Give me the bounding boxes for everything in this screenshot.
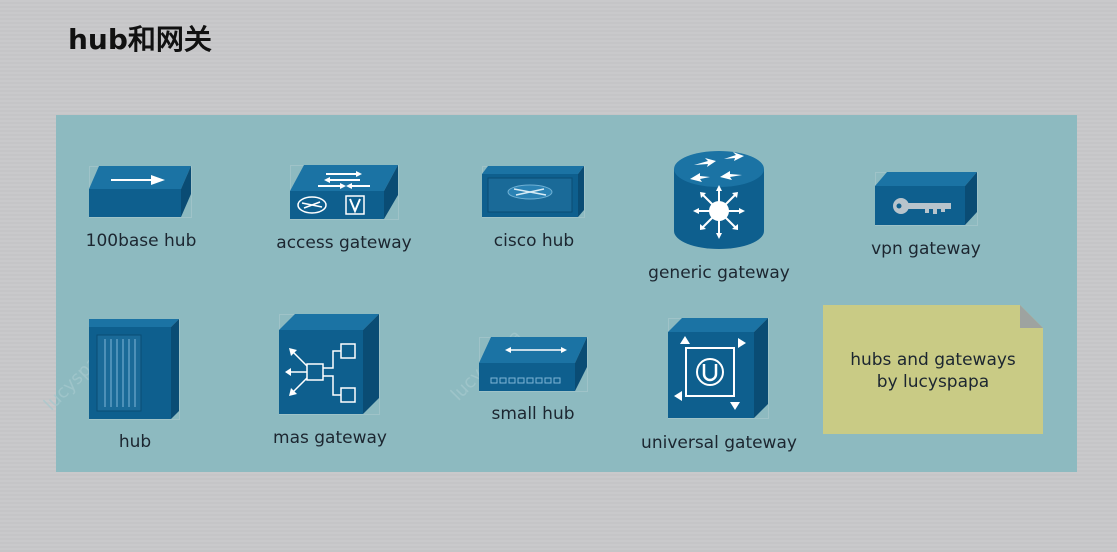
hub-icon	[89, 319, 180, 420]
note-line-2: by lucyspapa	[876, 372, 990, 392]
100base-hub-icon	[89, 166, 192, 218]
sticky-note-fold	[1020, 305, 1043, 328]
label-access-gateway: access gateway	[276, 233, 412, 253]
small-hub-icon	[479, 337, 588, 392]
page-title: hub和网关	[68, 23, 212, 56]
label-small-hub: small hub	[491, 404, 575, 424]
vpn-gateway-icon	[875, 172, 978, 226]
access-gateway-icon	[290, 165, 399, 220]
label-100base-hub: 100base hub	[85, 231, 197, 251]
label-generic-gateway: generic gateway	[648, 263, 790, 283]
mas-gateway-icon	[279, 314, 380, 415]
sticky-note-text: hubs and gateways by lucyspapa	[823, 349, 1043, 393]
note-line-1: hubs and gateways	[850, 350, 1016, 370]
shape-panel: lucyspapa lucyspapa 100base hub	[40, 115, 1077, 472]
label-cisco-hub: cisco hub	[493, 231, 575, 251]
label-hub: hub	[118, 432, 152, 452]
sticky-note[interactable]	[823, 305, 1043, 434]
cisco-hub-icon	[482, 166, 585, 218]
universal-gateway-icon	[668, 318, 769, 419]
label-vpn-gateway: vpn gateway	[871, 239, 981, 259]
label-mas-gateway: mas gateway	[273, 428, 387, 448]
generic-gateway-icon	[674, 151, 764, 249]
label-universal-gateway: universal gateway	[641, 433, 797, 453]
